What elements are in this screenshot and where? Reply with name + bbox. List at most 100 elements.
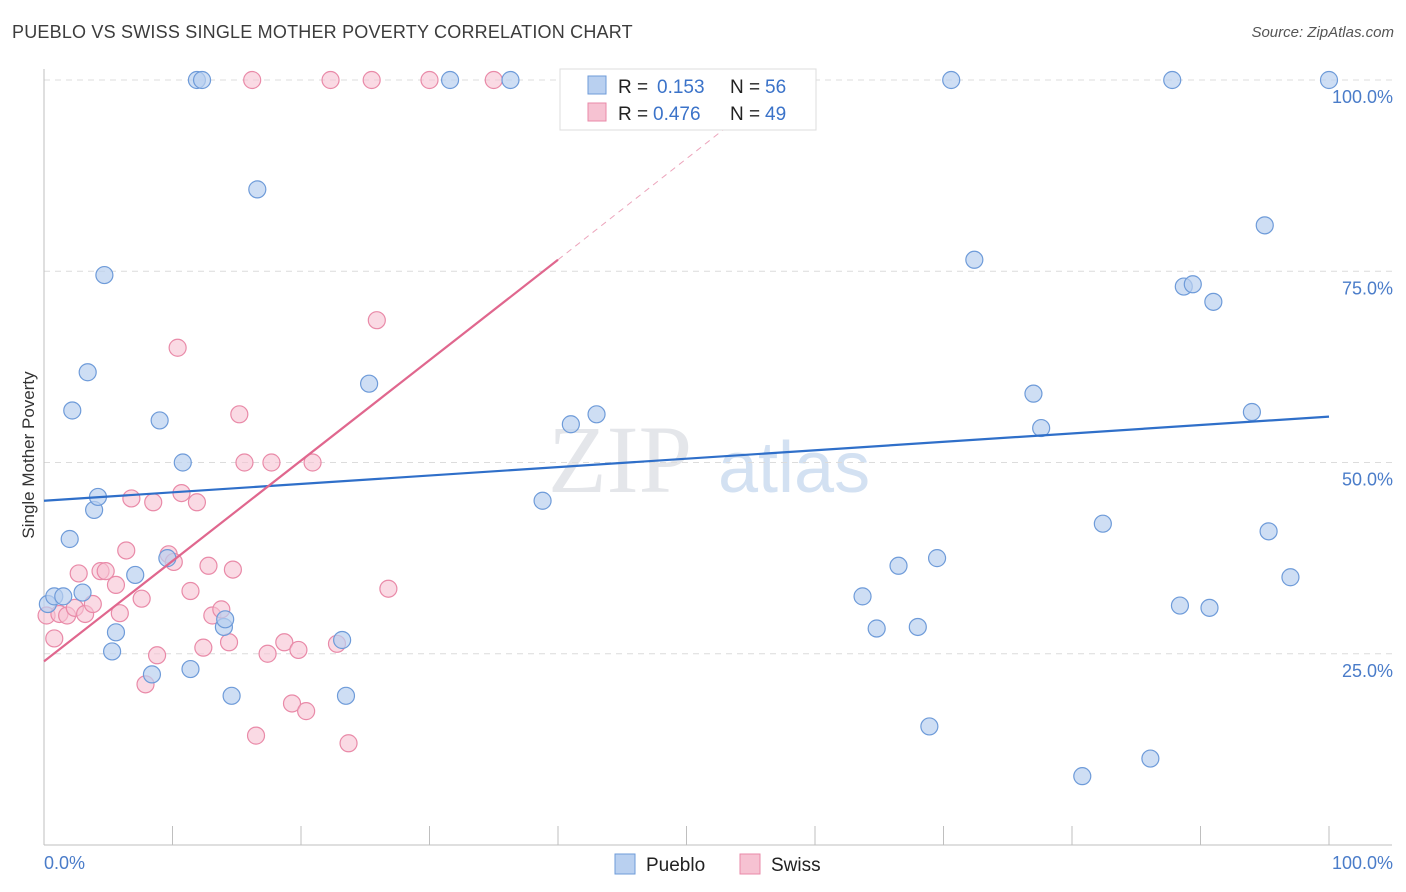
pueblo-point-40: [1024, 384, 1043, 403]
legend-pueblo-label: Pueblo: [646, 855, 705, 876]
pueblo-r-value: 0.153: [657, 77, 705, 98]
swiss-n-label: N =: [730, 104, 760, 125]
x-tick-marks: [43, 826, 1330, 845]
pueblo-point-35: [908, 617, 927, 637]
swiss-point-46: [379, 579, 398, 598]
y-tick-labels: 25.0% 50.0% 75.0% 100.0%: [1332, 87, 1393, 681]
swiss-point-32: [243, 70, 262, 90]
swiss-point-31: [235, 453, 254, 472]
pueblo-point-28: [501, 70, 520, 90]
swiss-point-9: [96, 562, 115, 581]
swiss-point-1: [45, 629, 64, 648]
swiss-point-13: [122, 489, 141, 508]
swiss-point-23: [187, 493, 207, 512]
pueblo-point-22: [222, 686, 241, 705]
swiss-point-34: [258, 644, 277, 663]
watermark-atlas: atlas: [718, 428, 870, 508]
swiss-point-37: [282, 694, 302, 713]
pueblo-point-3: [60, 529, 79, 549]
legend-swiss-label: Swiss: [771, 855, 821, 876]
pueblo-point-32: [853, 587, 872, 606]
swiss-n-value: 49: [765, 104, 786, 125]
swiss-point-48: [484, 70, 503, 90]
pueblo-point-6: [78, 363, 97, 382]
pueblo-point-14: [150, 411, 169, 430]
y-tick-label-25: 25.0%: [1342, 661, 1393, 681]
pueblo-point-17: [181, 659, 200, 679]
pueblo-point-10: [103, 642, 122, 661]
swiss-point-12: [117, 541, 136, 560]
swiss-point-5: [69, 564, 88, 583]
swiss-point-25: [199, 556, 218, 575]
swiss-point-47: [420, 70, 439, 90]
pueblo-point-13: [142, 665, 162, 684]
y-tick-label-75: 75.0%: [1342, 278, 1393, 298]
pueblo-point-11: [106, 623, 126, 642]
pueblo-point-5: [73, 583, 92, 602]
series-legend: Pueblo Swiss: [614, 853, 821, 876]
swiss-point-11: [110, 604, 129, 623]
pueblo-point-54: [1281, 568, 1300, 587]
legend-pueblo-swatch: [614, 853, 636, 875]
pueblo-point-9: [95, 265, 114, 285]
pueblo-point-12: [126, 565, 145, 585]
pueblo-point-25: [336, 686, 356, 705]
swiss-point-7: [83, 594, 102, 614]
pueblo-point-42: [1073, 767, 1092, 786]
swiss-point-17: [147, 646, 167, 665]
y-axis-label: Single Mother Poverty: [19, 371, 38, 539]
grid-lines: [44, 79, 1392, 655]
pueblo-point-33: [867, 619, 886, 638]
y-tick-label-100: 100.0%: [1332, 87, 1393, 107]
swiss-point-22: [181, 581, 200, 601]
pueblo-point-2: [54, 587, 73, 606]
swiss-r-label: R =: [618, 104, 648, 125]
y-tick-label-50: 50.0%: [1342, 470, 1393, 490]
swiss-point-38: [289, 640, 308, 660]
pueblo-point-16: [173, 453, 192, 472]
pueblo-point-29: [533, 491, 552, 510]
swiss-point-29: [223, 560, 242, 579]
swiss-point-10: [106, 575, 126, 595]
x-tick-label-max: 100.0%: [1332, 853, 1393, 873]
pueblo-n-value: 56: [765, 77, 786, 98]
pueblo-point-41: [1032, 418, 1051, 438]
x-tick-label-min: 0.0%: [44, 853, 85, 873]
pueblo-trend-line: [43, 415, 1330, 502]
pueblo-point-21: [216, 610, 235, 629]
pueblo-point-39: [965, 250, 984, 269]
swiss-point-28: [219, 633, 239, 652]
swiss-point-24: [194, 638, 213, 657]
pueblo-point-37: [927, 549, 947, 568]
pueblo-point-36: [920, 717, 939, 736]
source-label: Source: ZipAtlas.com: [1251, 24, 1394, 41]
pueblo-point-50: [1204, 292, 1223, 311]
trend-lines: [43, 117, 1330, 663]
pueblo-points: [38, 70, 1339, 786]
pueblo-point-4: [63, 401, 82, 420]
pueblo-point-23: [248, 180, 267, 199]
swiss-legend-swatch: [587, 102, 607, 122]
pueblo-point-46: [1170, 596, 1190, 615]
pueblo-point-55: [1319, 70, 1339, 90]
swiss-point-33: [246, 726, 266, 745]
swiss-point-35: [262, 453, 281, 472]
pueblo-point-52: [1255, 216, 1274, 235]
swiss-point-39: [297, 702, 316, 721]
pueblo-point-43: [1093, 514, 1112, 533]
pueblo-point-53: [1259, 522, 1278, 541]
swiss-points: [37, 70, 503, 753]
swiss-trend-line: [43, 258, 559, 663]
pueblo-point-34: [889, 556, 908, 575]
swiss-point-40: [303, 453, 322, 472]
pueblo-point-27: [440, 70, 460, 90]
pueblo-legend-swatch: [587, 75, 607, 95]
pueblo-point-51: [1242, 402, 1262, 422]
swiss-point-44: [362, 70, 381, 90]
pueblo-point-49: [1200, 598, 1219, 617]
pueblo-point-44: [1141, 749, 1160, 768]
chart-title: PUEBLO VS SWISS SINGLE MOTHER POVERTY CO…: [12, 22, 633, 42]
swiss-point-20: [168, 338, 187, 357]
swiss-point-14: [132, 589, 151, 608]
